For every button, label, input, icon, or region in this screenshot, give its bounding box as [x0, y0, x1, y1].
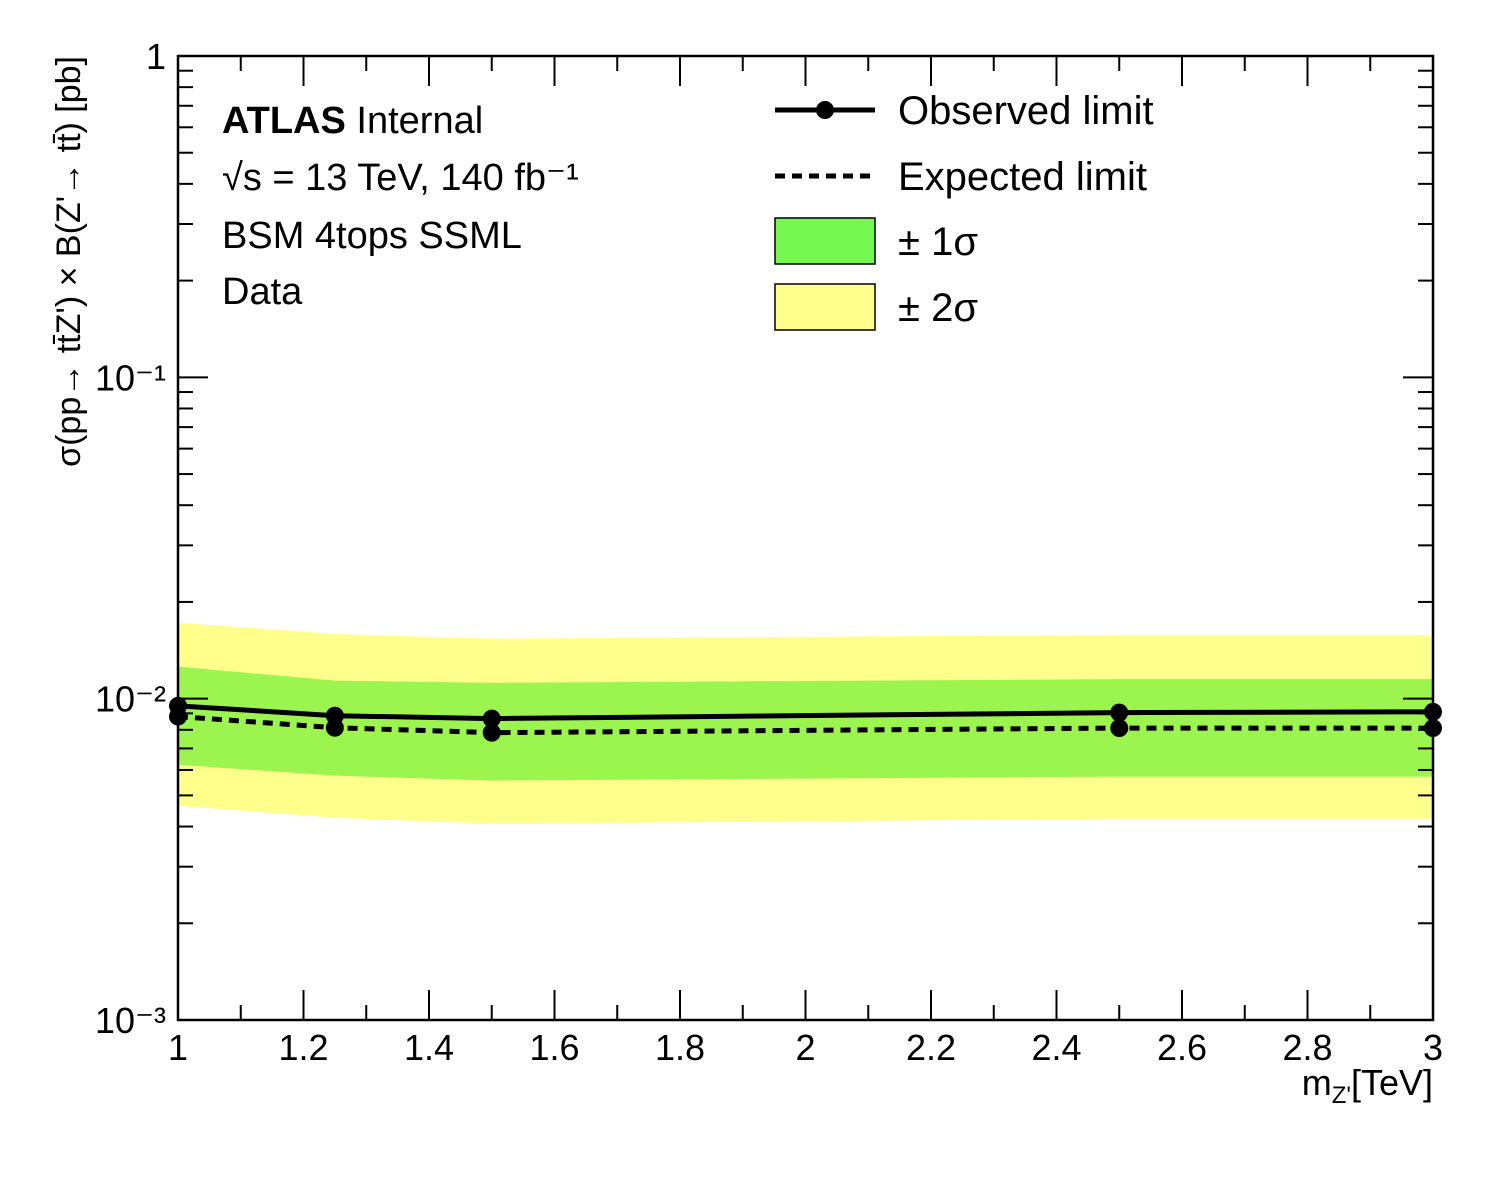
- legend-swatch: [774, 283, 876, 331]
- legend-swatch: [774, 217, 876, 265]
- y-tick-label: 1: [146, 36, 166, 77]
- legend: Observed limit Expected limit ± 1σ ± 2σ: [774, 89, 1154, 331]
- uncertainty-band: [178, 666, 1433, 781]
- x-tick-label: 1.4: [404, 1027, 454, 1068]
- x-tick-label: 2: [795, 1027, 815, 1068]
- legend-label: ± 2σ: [898, 286, 978, 330]
- annotation: Data: [222, 271, 303, 313]
- x-label-main: m: [1302, 1062, 1332, 1103]
- plot-area: [169, 622, 1442, 824]
- x-tick-label: 3: [1423, 1027, 1443, 1068]
- limit-point: [482, 709, 501, 728]
- legend-label: Expected limit: [898, 155, 1147, 199]
- x-label-unit: [TeV]: [1351, 1062, 1433, 1103]
- legend-label: ± 1σ: [898, 220, 978, 264]
- y-tick-label: 10⁻³: [95, 1000, 166, 1041]
- x-tick-label: 2.2: [906, 1027, 956, 1068]
- x-tick-label: 1.6: [529, 1027, 579, 1068]
- status: Internal: [356, 100, 483, 142]
- annotation: BSM 4tops SSML: [222, 215, 522, 257]
- legend-label: Observed limit: [898, 89, 1154, 133]
- y-tick-label: 10⁻²: [95, 679, 166, 720]
- legend-marker: [816, 101, 834, 119]
- x-tick-label: 1: [168, 1027, 188, 1068]
- x-tick-label: 1.8: [655, 1027, 705, 1068]
- x-tick-label: 2.4: [1031, 1027, 1081, 1068]
- x-tick-label: 1.2: [278, 1027, 328, 1068]
- plot-frame: [176, 54, 1435, 1022]
- x-label-sub: Z': [1332, 1082, 1351, 1109]
- limit-point: [1110, 703, 1129, 722]
- limit-point: [1110, 719, 1129, 738]
- annotation: √s = 13 TeV, 140 fb⁻¹: [222, 157, 579, 199]
- limit-point: [325, 718, 344, 737]
- x-tick-label: 2.6: [1157, 1027, 1207, 1068]
- y-axis-label: σ(pp→ tt̄Z') × B(Z'→ tt̄) [pb]: [50, 56, 88, 467]
- annotation: ATLAS Internal: [222, 100, 483, 142]
- y-tick-label: 10⁻¹: [95, 357, 166, 398]
- experiment: ATLAS: [222, 100, 346, 142]
- limit-point: [482, 723, 501, 742]
- x-axis-label: mZ'[TeV]: [1302, 1062, 1433, 1109]
- x-tick-label: 2.8: [1282, 1027, 1332, 1068]
